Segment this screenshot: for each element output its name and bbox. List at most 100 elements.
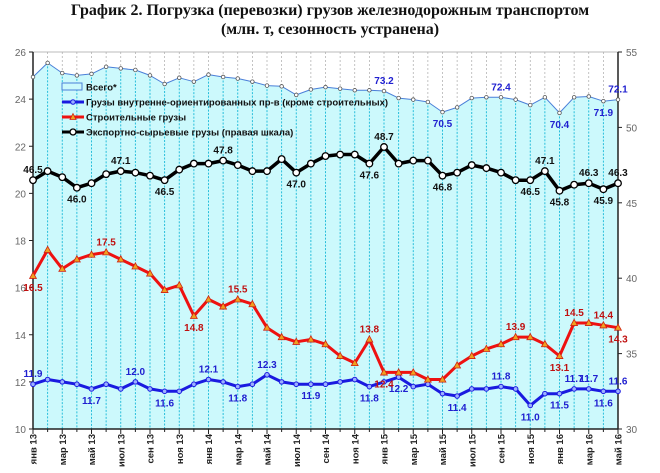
data-label: 11.5 (550, 401, 569, 412)
left-tick-label: 20 (15, 189, 27, 200)
total-point (425, 99, 431, 105)
total-point (250, 79, 255, 84)
data-label: 11.8 (492, 372, 511, 383)
data-label: 45.9 (594, 196, 614, 207)
construction-point (131, 261, 140, 270)
total-point (498, 95, 504, 100)
data-label: 70.5 (433, 119, 453, 130)
construction-point (511, 332, 520, 341)
data-label: 46.5 (521, 187, 541, 198)
left-tick-label: 12 (15, 378, 27, 389)
total-point (586, 94, 591, 99)
data-label: 15.5 (228, 284, 248, 295)
domestic-point (498, 383, 504, 390)
domestic-point (249, 381, 256, 388)
construction-point (102, 247, 111, 256)
total-point (528, 102, 533, 108)
x-tick-label: янв 14 (204, 433, 215, 464)
data-label: 12.0 (126, 367, 146, 378)
total-point (469, 95, 474, 101)
export-point (497, 168, 505, 177)
construction-point (438, 375, 447, 383)
data-label: 11.8 (228, 394, 247, 405)
construction-point (350, 358, 359, 367)
total-point (601, 98, 606, 104)
legend-swatch-total (61, 82, 83, 91)
domestic-point (30, 381, 36, 388)
domestic-point (381, 379, 387, 385)
legend-marker-domestic (70, 99, 76, 105)
construction-point (28, 271, 38, 279)
data-label: 17.5 (96, 237, 116, 248)
domestic-point (600, 388, 607, 395)
construction-point (72, 254, 81, 263)
total-point (191, 79, 197, 84)
total-point (235, 76, 240, 81)
legend-label: Экспортно-сырьевые грузы (правая шкала) (86, 128, 293, 139)
total-point (513, 97, 518, 102)
x-tick-label: мар 16 (584, 434, 595, 465)
domestic-point (439, 390, 446, 397)
total-point (396, 95, 401, 101)
construction-point (219, 302, 228, 310)
data-label: 12.1 (199, 365, 219, 376)
domestic-point (44, 376, 51, 383)
export-point (219, 156, 228, 165)
x-tick-label: июл 14 (292, 433, 303, 467)
data-label: 11.0 (521, 412, 540, 423)
data-label: 47.6 (360, 171, 380, 182)
construction-point (248, 299, 257, 308)
data-label: 71.9 (594, 108, 614, 119)
domestic-point (117, 386, 124, 392)
data-label: 14.8 (184, 323, 204, 334)
total-point (45, 60, 50, 66)
data-label: 11.7 (82, 396, 101, 407)
data-label: 12.3 (257, 360, 277, 371)
data-label: 14.4 (594, 310, 614, 321)
left-tick-label: 10 (15, 425, 27, 436)
construction-point (423, 375, 432, 383)
total-point (279, 84, 284, 89)
export-point (453, 168, 462, 177)
legend-label: Всего* (86, 83, 117, 94)
domestic-point (103, 381, 109, 388)
construction-point (482, 344, 491, 352)
export-point (175, 165, 184, 174)
construction-point (306, 335, 315, 343)
legend-marker-construction (69, 112, 77, 120)
construction-point (292, 337, 301, 345)
construction-point (160, 285, 169, 293)
domestic-point (220, 379, 226, 385)
domestic-point (468, 386, 475, 392)
data-label: 46.5 (155, 187, 175, 198)
export-point (409, 156, 418, 165)
construction-point (453, 360, 462, 369)
export-point (43, 167, 52, 176)
data-label: 47.8 (213, 146, 233, 157)
export-point (87, 179, 96, 188)
construction-point (613, 323, 623, 331)
chart-title: График 2. Погрузка (перевозки) грузов же… (70, 2, 590, 19)
right-tick-label: 45 (626, 199, 638, 210)
domestic-point (293, 381, 300, 388)
export-point (350, 150, 359, 159)
left-tick-label: 24 (15, 95, 27, 106)
data-label: 11.9 (301, 391, 320, 402)
x-tick-label: май 16 (614, 434, 625, 465)
export-point (29, 176, 37, 185)
data-label: 16.5 (23, 283, 43, 294)
right-tick-label: 30 (626, 425, 638, 436)
export-point (131, 168, 140, 177)
data-label: 46.3 (608, 168, 628, 179)
total-point (484, 95, 489, 100)
x-tick-label: мар 14 (233, 433, 244, 465)
construction-point (87, 250, 96, 258)
legend-marker-export (69, 128, 77, 136)
export-point (511, 176, 520, 185)
left-tick-label: 26 (15, 48, 27, 59)
data-label: 13.1 (550, 363, 570, 374)
total-point (308, 87, 314, 92)
data-label: 12.2 (389, 384, 409, 395)
total-point (615, 97, 621, 102)
data-label: 46.0 (67, 195, 87, 206)
